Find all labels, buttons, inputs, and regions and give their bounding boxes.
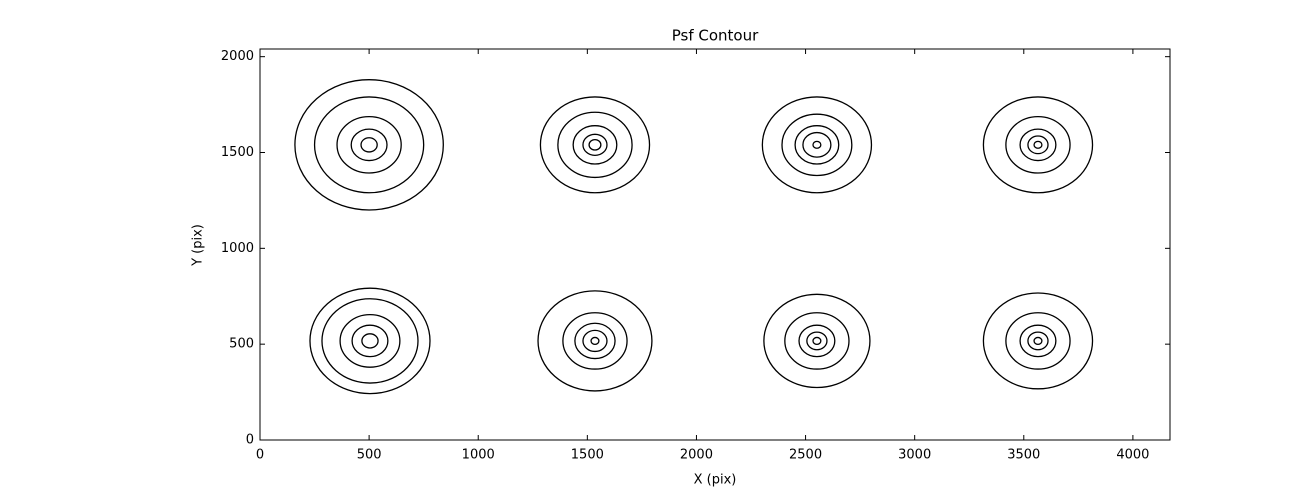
contour-line [982, 292, 1094, 390]
x-tick-label: 2000 [680, 448, 713, 463]
contour-line [557, 111, 633, 179]
y-tick-label: 1000 [221, 241, 254, 256]
x-tick-label: 4000 [1116, 448, 1149, 463]
x-tick-label: 2500 [789, 448, 822, 463]
x-tick-label: 3500 [1007, 448, 1040, 463]
contour-line [982, 96, 1094, 194]
contour-line [309, 287, 431, 395]
chart-title: Psf Contour [672, 27, 759, 45]
contour-line [1019, 324, 1057, 358]
contour-line [339, 313, 401, 368]
contour-line [562, 312, 628, 370]
contour-line [781, 113, 853, 177]
contour-line [812, 336, 822, 346]
contour-line [361, 333, 379, 349]
contour-line [1005, 116, 1071, 174]
contour-line [572, 125, 618, 165]
y-tick-label: 2000 [221, 49, 254, 64]
x-tick-label: 500 [357, 448, 382, 463]
contour-line [1019, 128, 1057, 162]
x-tick-label: 3000 [898, 448, 931, 463]
contour-line [812, 140, 822, 149]
contour-line [321, 298, 419, 384]
contour-line [336, 116, 402, 174]
contour-line [350, 128, 388, 162]
contour-line [313, 96, 425, 194]
contour-line [798, 324, 836, 358]
contour-line [360, 137, 378, 153]
contour-line [802, 131, 832, 158]
plot-frame [259, 48, 1171, 441]
x-tick-label: 1500 [571, 448, 604, 463]
x-tick-label: 0 [256, 448, 264, 463]
contour-line [794, 125, 840, 165]
contour-line [294, 79, 444, 211]
x-axis-label: X (pix) [694, 473, 737, 488]
contour-line [784, 312, 850, 370]
contour-line [1027, 331, 1049, 351]
y-tick-label: 0 [246, 433, 254, 448]
y-tick-label: 500 [229, 337, 254, 352]
contour-line [590, 336, 600, 346]
contour-line [582, 133, 608, 157]
contour-line [761, 96, 873, 194]
contour-line [1005, 312, 1071, 370]
contour-line [574, 322, 616, 360]
contour-line [537, 290, 653, 392]
contour-line [1033, 140, 1043, 149]
y-axis-label: Y (pix) [191, 224, 206, 267]
contour-line [1027, 135, 1049, 155]
contour-line [588, 139, 602, 151]
contour-line [806, 331, 828, 351]
contour-line [1033, 336, 1043, 346]
y-tick-label: 1500 [221, 145, 254, 160]
x-tick-label: 1000 [462, 448, 495, 463]
contour-line [582, 329, 608, 353]
contour-line [763, 293, 871, 389]
contour-line [539, 96, 651, 194]
contour-line [351, 324, 389, 358]
